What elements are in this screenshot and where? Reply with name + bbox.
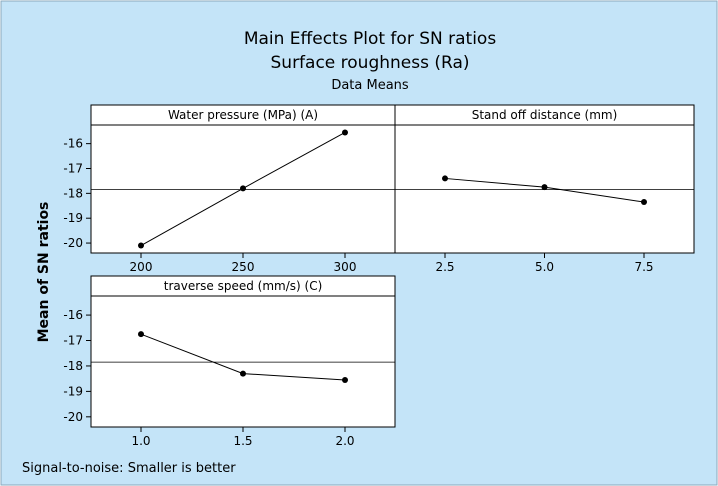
data-point	[138, 242, 144, 249]
data-point	[342, 376, 348, 383]
panel-title: Water pressure (MPa) (A)	[168, 108, 318, 122]
x-tick-label: 300	[334, 260, 357, 274]
panel-title: Stand off distance (mm)	[472, 108, 618, 122]
panel-2: Stand off distance (mm) 2.5 5.0 7.5	[394, 104, 695, 274]
panel-3: traverse speed (mm/s) (C) -16 -17 -18 -19 -20…	[63, 275, 396, 448]
x-tick-label: 2.5	[435, 260, 454, 274]
y-tick-label: -19	[63, 211, 83, 225]
y-tick-label: -18	[63, 359, 83, 373]
x-tick-label: 7.5	[634, 260, 653, 274]
data-point	[138, 331, 144, 338]
y-tick-label: -16	[63, 308, 83, 322]
panels-group: Water pressure (MPa) (A) -16 -17 -18 -19 -20 2…	[63, 104, 695, 448]
y-tick-label: -20	[63, 236, 83, 250]
panel-frame	[90, 104, 396, 254]
x-tick-label: 2.0	[335, 434, 354, 448]
x-tick-label: 200	[130, 260, 153, 274]
panel-frame	[90, 275, 396, 428]
y-tick-label: -19	[63, 384, 83, 398]
x-tick-label: 250	[232, 260, 255, 274]
y-tick-label: -20	[63, 410, 83, 424]
chart-title: Main Effects Plot for SN ratios	[244, 29, 497, 49]
y-tick-label: -18	[63, 186, 83, 200]
panel-frame	[394, 104, 695, 254]
data-point	[541, 184, 548, 191]
data-point	[641, 199, 647, 206]
data-point	[240, 185, 246, 192]
y-tick-label: -17	[63, 161, 83, 175]
y-tick-label: -17	[63, 334, 83, 348]
x-tick-label: 1.0	[131, 434, 150, 448]
y-tick-label: -16	[63, 137, 83, 151]
x-tick-label: 5.0	[535, 260, 554, 274]
panel-title: traverse speed (mm/s) (C)	[164, 279, 323, 293]
chart-subtitle-data-means: Data Means	[331, 78, 409, 93]
panel-1: Water pressure (MPa) (A) -16 -17 -18 -19 -20 2…	[63, 104, 396, 274]
y-axis-label: Mean of SN ratios	[36, 202, 52, 343]
footer-note: Signal-to-noise: Smaller is better	[22, 461, 236, 476]
data-point	[442, 175, 448, 182]
data-point	[240, 370, 246, 377]
chart-subtitle: Surface roughness (Ra)	[271, 53, 470, 73]
x-tick-label: 1.5	[233, 434, 252, 448]
data-point	[342, 129, 348, 136]
